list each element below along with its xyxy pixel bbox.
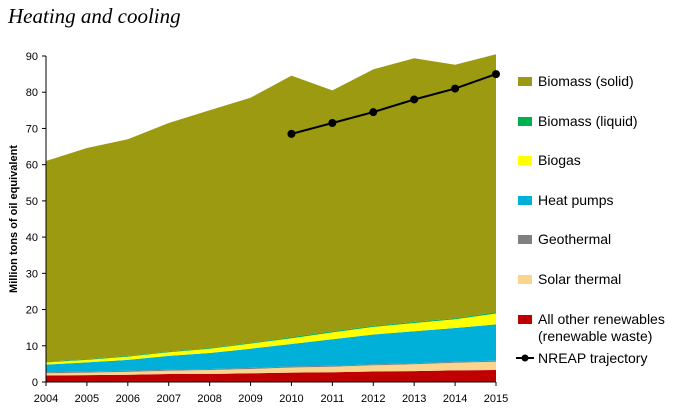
legend-label-heat-pumps: Heat pumps — [538, 192, 613, 208]
x-tick-label: 2008 — [197, 393, 221, 405]
trajectory-point — [328, 119, 337, 128]
x-tick-label: 2012 — [361, 393, 385, 405]
x-tick-label: 2006 — [116, 393, 140, 405]
legend-swatch-solar-thermal — [518, 275, 532, 284]
y-tick-label: 70 — [26, 123, 38, 135]
legend-swatch-biogas — [518, 156, 532, 165]
legend-label-geothermal: Geothermal — [538, 231, 611, 247]
trajectory-point — [287, 129, 296, 138]
y-tick-label: 90 — [26, 51, 38, 63]
x-tick-label: 2011 — [321, 393, 345, 405]
y-tick-label: 20 — [26, 305, 38, 317]
x-tick-label: 2015 — [484, 393, 508, 405]
area-biogas — [46, 313, 496, 365]
legend-swatch-heat-pumps — [518, 196, 532, 205]
y-tick-label: 30 — [26, 268, 38, 280]
legend-label-biomass-liquid: Biomass (liquid) — [538, 113, 638, 129]
y-tick-label: 60 — [26, 160, 38, 172]
x-tick-label: 2007 — [156, 393, 180, 405]
legend-label-biogas: Biogas — [538, 152, 581, 168]
legend-swatch-biomass-solid — [518, 77, 532, 86]
area-heat-pumps — [46, 324, 496, 373]
trajectory-point — [492, 70, 500, 79]
y-tick-label: 80 — [26, 87, 38, 99]
legend-marker-trajectory — [521, 354, 529, 362]
trajectory-point — [451, 84, 460, 93]
y-tick-label: 50 — [26, 196, 38, 208]
legend-label-solar-thermal: Solar thermal — [538, 271, 621, 287]
x-tick-label: 2009 — [238, 393, 262, 405]
area-biomass-solid — [46, 54, 496, 362]
y-axis-label: Million tons of oil equivalent — [8, 145, 20, 293]
legend-swatch-geothermal — [518, 235, 532, 244]
x-tick-label: 2010 — [279, 393, 303, 405]
y-tick-label: 40 — [26, 232, 38, 244]
y-tick-label: 0 — [32, 377, 38, 389]
trajectory-point — [369, 108, 378, 117]
trajectory-point — [410, 95, 419, 104]
x-tick-label: 2004 — [34, 393, 58, 405]
legend-swatch-all-other-renewables-renewable-waste — [518, 315, 532, 324]
trajectory-line — [291, 73, 497, 135]
legend-label-biomass-solid: Biomass (solid) — [538, 73, 634, 89]
area-all-other-renewables-renewable-waste — [46, 370, 496, 382]
legend-swatch-biomass-liquid — [518, 117, 532, 126]
y-tick-label: 10 — [26, 341, 38, 353]
x-tick-label: 2013 — [402, 393, 426, 405]
area-solar-thermal — [46, 361, 496, 376]
chart-heading: Heating and cooling — [8, 4, 181, 28]
area-geothermal — [46, 360, 496, 374]
legend-label-all-other-renewables-renewable-waste: All other renewables (renewable waste) — [538, 311, 665, 344]
legend-label-trajectory: NREAP trajectory — [538, 350, 647, 366]
x-tick-label: 2014 — [443, 393, 467, 405]
x-tick-label: 2005 — [75, 393, 99, 405]
